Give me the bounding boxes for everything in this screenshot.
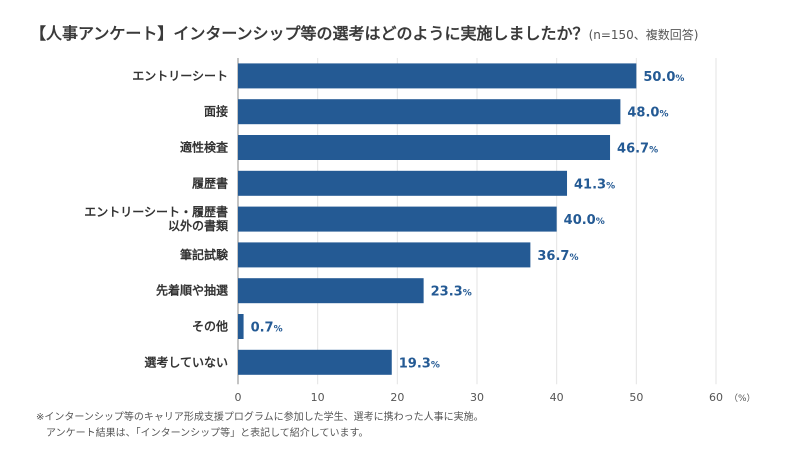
- footnote: ※インターンシップ等のキャリア形成支援プログラムに参加した学生、選考に携わった人…: [36, 410, 484, 442]
- chart-title-main: 【人事アンケート】インターンシップ等の選考はどのように実施しましたか？: [30, 24, 589, 43]
- bar: [238, 349, 392, 375]
- data-label: 36.7%: [537, 249, 578, 264]
- data-label: 46.7%: [617, 142, 658, 157]
- x-tick-label: 50: [629, 391, 643, 404]
- category-label: 履歴書: [191, 175, 228, 190]
- category-label: その他: [192, 319, 228, 334]
- chart-title: 【人事アンケート】インターンシップ等の選考はどのように実施しましたか？(n=15…: [30, 20, 699, 44]
- bar: [238, 99, 621, 125]
- data-label: 40.0%: [564, 213, 605, 228]
- data-label: 50.0%: [643, 70, 684, 85]
- x-tick-label: 40: [550, 391, 564, 404]
- category-label: 適性検査: [180, 140, 229, 155]
- footnote-line-2: アンケート結果は、「インターンシップ等」と表記して紹介しています。: [46, 428, 369, 439]
- chart-title-note: (n=150、複数回答): [588, 28, 699, 42]
- bar: [238, 242, 531, 268]
- category-label: 選考していない: [144, 354, 228, 369]
- data-label: 23.3%: [431, 285, 472, 300]
- x-tick-label: 10: [311, 391, 325, 404]
- data-label: 19.3%: [399, 356, 440, 371]
- data-label: 0.7%: [251, 321, 283, 336]
- category-label: 面接: [204, 104, 228, 119]
- bar: [238, 314, 244, 339]
- bar: [238, 278, 424, 304]
- x-tick-label: 60: [709, 391, 723, 404]
- category-label: エントリーシート: [132, 69, 228, 83]
- x-tick-label: 30: [470, 391, 484, 404]
- data-label: 48.0%: [627, 106, 668, 121]
- footnote-line-1: ※インターンシップ等のキャリア形成支援プログラムに参加した学生、選考に携わった人…: [36, 412, 484, 423]
- category-label: 筆記試験: [180, 247, 229, 262]
- data-label: 41.3%: [574, 177, 615, 192]
- bar: [238, 206, 557, 232]
- x-tick-label: 0: [235, 391, 242, 404]
- category-label: 先着順や抽選: [156, 283, 228, 298]
- x-unit-label: （%）: [729, 393, 756, 404]
- bar: [238, 170, 568, 196]
- x-tick-label: 20: [390, 391, 404, 404]
- bar: [238, 63, 637, 89]
- bar: [238, 135, 611, 160]
- category-label: エントリーシート・履歴書以外の書類: [84, 204, 229, 233]
